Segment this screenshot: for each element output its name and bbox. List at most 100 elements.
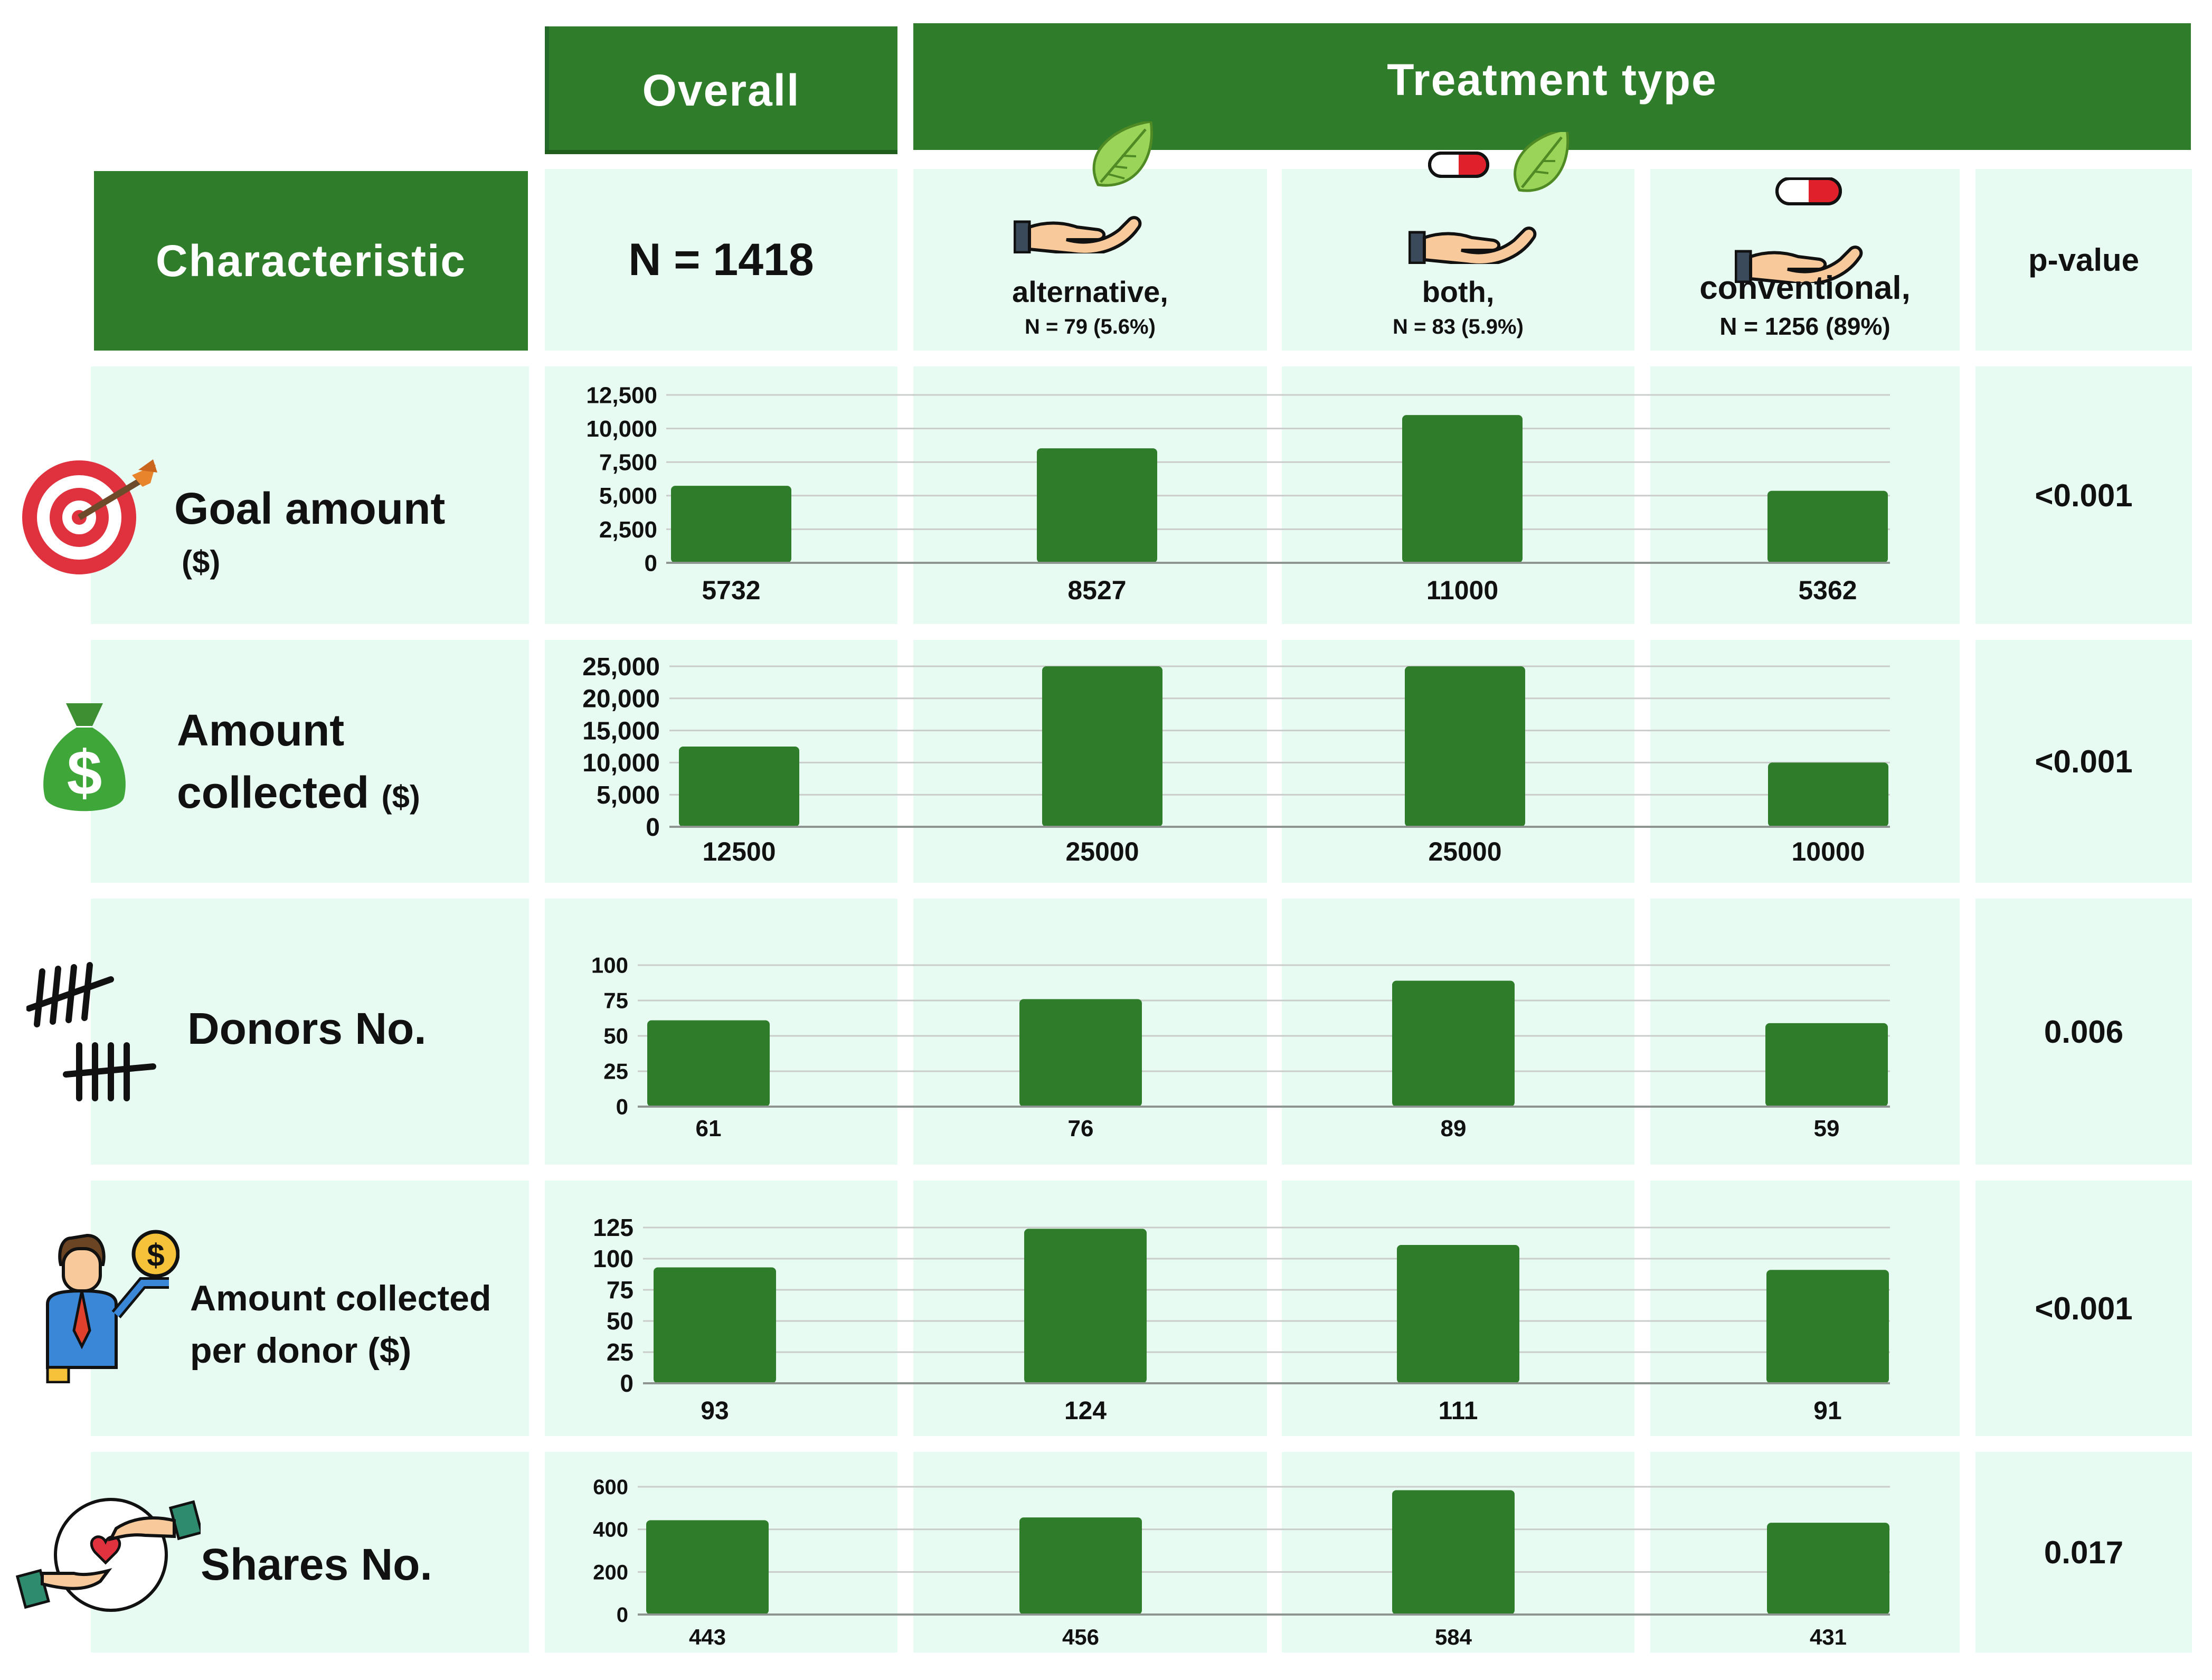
value-label-per-donor-1: 124 xyxy=(1064,1397,1107,1425)
n-total: N = 1418 xyxy=(628,234,814,285)
ytick-collected-1: 5,000 xyxy=(597,781,660,809)
group-name-both: both, xyxy=(1422,275,1495,308)
value-label-donors-1: 76 xyxy=(1068,1116,1094,1141)
ytick-per-donor-3: 75 xyxy=(607,1276,634,1304)
ytick-donors-0: 0 xyxy=(616,1094,628,1119)
row-label-collected-line2: collected xyxy=(177,767,370,817)
money-bag-icon: $ xyxy=(43,703,126,811)
pvalue-collected: <0.001 xyxy=(2035,743,2133,779)
group-cell-both: both, N = 83 (5.9%) xyxy=(1282,132,1634,351)
ytick-per-donor-1: 25 xyxy=(607,1338,634,1366)
ytick-per-donor-4: 100 xyxy=(593,1245,634,1272)
ytick-shares-1: 200 xyxy=(593,1561,628,1584)
bar-shares-1 xyxy=(1019,1517,1142,1615)
group-cell-alternative: alternative, N = 79 (5.6%) xyxy=(913,121,1267,351)
bar-collected-0 xyxy=(679,747,799,827)
pvalue-cell-donors: 0.006 xyxy=(1975,899,2192,1165)
row-label-per-donor: Amount collected per donor ($) xyxy=(190,1272,491,1376)
value-label-shares-2: 584 xyxy=(1435,1625,1472,1649)
cell-collected-conventional xyxy=(1650,640,1960,883)
hand-pill-leaf-icon xyxy=(1409,132,1570,264)
row-label-collected: Amount collected ($) xyxy=(177,700,420,824)
bar-per-donor-3 xyxy=(1766,1270,1889,1383)
ytick-collected-0: 0 xyxy=(646,814,660,842)
ytick-goal-4: 10,000 xyxy=(586,416,657,442)
hand-leaf-icon xyxy=(1014,121,1153,253)
value-label-shares-0: 443 xyxy=(689,1625,726,1649)
pvalue-shares: 0.017 xyxy=(2044,1534,2124,1570)
pvalue-cell-goal: <0.001 xyxy=(1975,366,2192,624)
ytick-collected-2: 10,000 xyxy=(582,749,660,777)
row-label-collected-unit: ($) xyxy=(381,779,420,815)
group-cell-conventional: conventional, N = 1256 (89%) xyxy=(1650,169,1960,351)
row-label-goal: Goal amount ($) xyxy=(174,478,445,584)
row-bg-donors xyxy=(91,899,529,1165)
bar-per-donor-1 xyxy=(1024,1229,1147,1383)
row-label-shares: Shares No. xyxy=(201,1534,432,1596)
value-label-collected-3: 10000 xyxy=(1791,837,1865,866)
bar-goal-2 xyxy=(1402,415,1523,563)
pvalue-per-donor: <0.001 xyxy=(2035,1290,2133,1326)
target-icon xyxy=(22,459,157,574)
bar-collected-3 xyxy=(1768,762,1888,827)
characteristic-label: Characteristic xyxy=(155,235,467,286)
tally-marks-icon xyxy=(26,962,156,1101)
bar-shares-0 xyxy=(646,1520,769,1615)
pvalue-header-cell: p-value xyxy=(1975,169,2192,351)
overall-header-label: Overall xyxy=(642,65,800,115)
person-coin-icon: $ xyxy=(46,1230,179,1383)
ytick-shares-0: 0 xyxy=(617,1603,628,1627)
ytick-goal-2: 5,000 xyxy=(599,483,657,509)
ytick-shares-3: 600 xyxy=(593,1476,628,1499)
ytick-donors-2: 50 xyxy=(603,1024,628,1049)
ytick-per-donor-5: 125 xyxy=(593,1214,634,1241)
row-label-shares-line1: Shares No. xyxy=(201,1540,432,1589)
ytick-goal-3: 7,500 xyxy=(599,450,657,476)
bar-per-donor-2 xyxy=(1397,1245,1519,1383)
value-label-collected-2: 25000 xyxy=(1428,837,1501,866)
bar-goal-3 xyxy=(1767,490,1888,563)
ytick-per-donor-0: 0 xyxy=(620,1370,634,1397)
pvalue-goal: <0.001 xyxy=(2035,477,2133,513)
pvalue-donors: 0.006 xyxy=(2044,1014,2124,1050)
characteristic-header: Characteristic xyxy=(94,171,528,351)
bar-shares-3 xyxy=(1767,1523,1889,1615)
row-label-per-donor-line1: Amount collected xyxy=(190,1278,491,1318)
row-bg-goal xyxy=(91,366,529,624)
n-total-cell: N = 1418 xyxy=(545,169,897,351)
ytick-per-donor-2: 50 xyxy=(607,1307,634,1335)
ytick-goal-0: 0 xyxy=(645,550,657,576)
value-label-donors-3: 59 xyxy=(1814,1116,1840,1141)
value-label-donors-2: 89 xyxy=(1441,1116,1467,1141)
ytick-donors-3: 75 xyxy=(603,988,628,1013)
value-label-goal-0: 5732 xyxy=(702,575,760,605)
bar-donors-0 xyxy=(647,1020,770,1107)
value-label-shares-3: 431 xyxy=(1810,1625,1847,1649)
pvalue-cell-shares: 0.017 xyxy=(1975,1452,2192,1653)
group-name-conventional: conventional, xyxy=(1699,270,1911,306)
ytick-goal-1: 2,500 xyxy=(599,517,657,543)
row-label-goal-line1: Goal amount xyxy=(174,484,446,533)
value-label-per-donor-2: 111 xyxy=(1439,1397,1478,1425)
ytick-collected-5: 25,000 xyxy=(582,653,660,681)
value-label-donors-0: 61 xyxy=(696,1116,722,1141)
bar-collected-1 xyxy=(1042,666,1162,827)
svg-text:$: $ xyxy=(67,738,102,808)
pvalue-header: p-value xyxy=(2028,242,2140,278)
value-label-collected-0: 12500 xyxy=(702,837,776,866)
bar-donors-1 xyxy=(1019,999,1142,1107)
pvalue-cell-per-donor: <0.001 xyxy=(1975,1181,2192,1436)
ytick-shares-2: 400 xyxy=(593,1518,628,1542)
value-label-per-donor-3: 91 xyxy=(1813,1397,1841,1425)
bar-goal-1 xyxy=(1037,448,1157,563)
bar-shares-2 xyxy=(1392,1490,1515,1615)
hand-pill-icon xyxy=(1735,177,1863,283)
ytick-goal-5: 12,500 xyxy=(586,382,657,408)
pvalue-cell-collected: <0.001 xyxy=(1975,640,2192,883)
treatment-type-label: Treatment type xyxy=(1387,54,1717,105)
row-bg-per-donor xyxy=(91,1181,529,1436)
value-label-collected-1: 25000 xyxy=(1065,837,1139,866)
bar-donors-3 xyxy=(1765,1023,1888,1107)
group-name-alternative: alternative, xyxy=(1012,275,1168,308)
group-n-both: N = 83 (5.9%) xyxy=(1393,315,1524,338)
